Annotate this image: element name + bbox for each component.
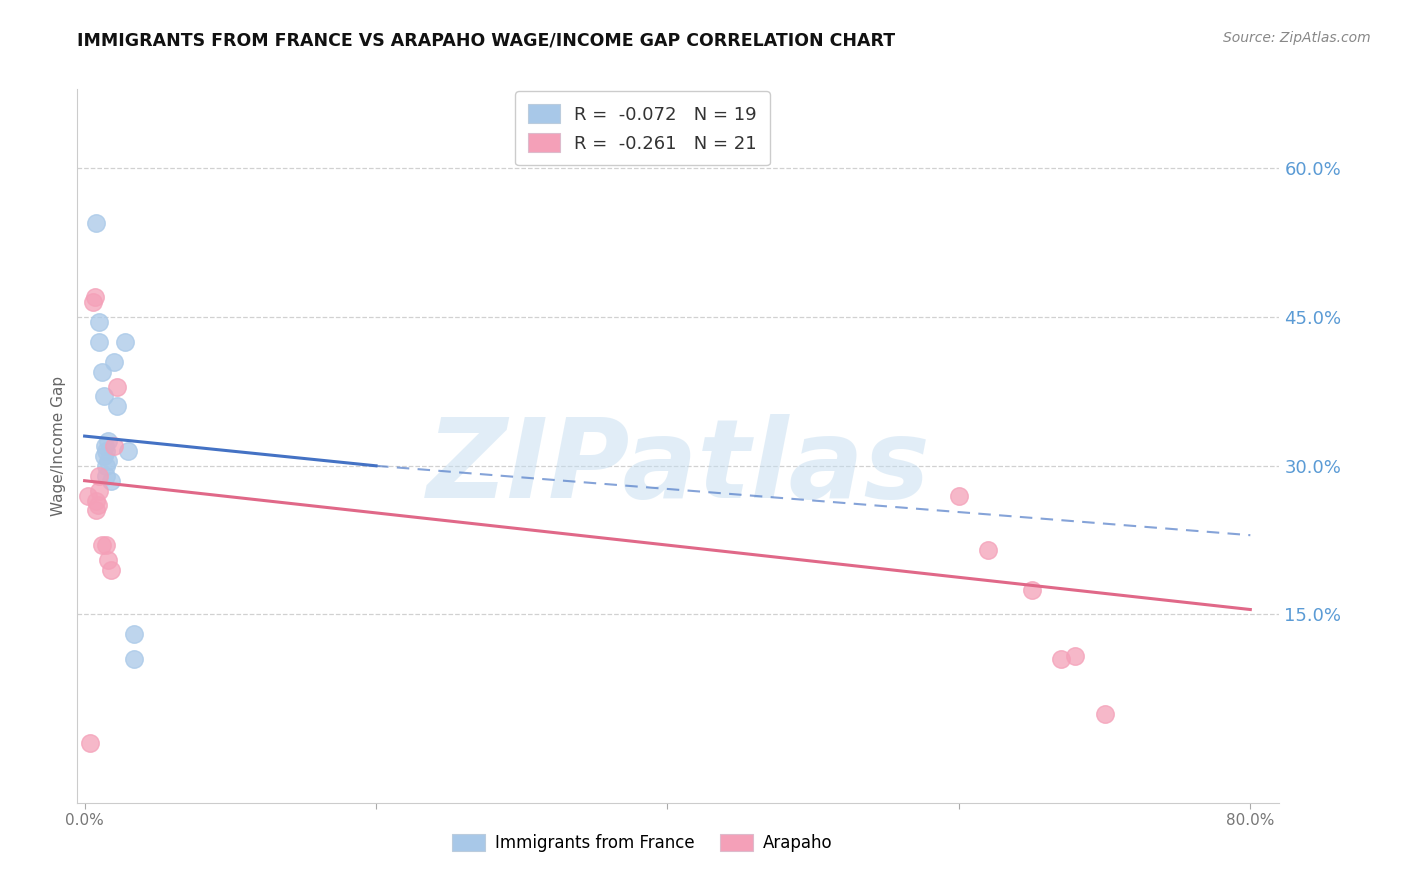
Point [103, 355, 125, 369]
Text: Source: ZipAtlas.com: Source: ZipAtlas.com [1223, 31, 1371, 45]
Point [89, 334, 111, 349]
Point [91, 365, 114, 379]
Point [84, 493, 107, 508]
Point [96, 444, 118, 458]
Point [117, 444, 139, 458]
Point [89, 483, 111, 498]
Point [93, 449, 115, 463]
Point [100, 474, 122, 488]
Point [79, 736, 101, 750]
Point [87, 499, 110, 513]
Point [122, 652, 145, 666]
Point [1064, 649, 1087, 664]
Point [948, 489, 970, 503]
Text: ZIPatlas: ZIPatlas [426, 414, 931, 521]
Point [97, 454, 120, 468]
Legend: Immigrants from France, Arapaho: Immigrants from France, Arapaho [446, 827, 839, 859]
Point [977, 543, 1000, 558]
Point [97, 553, 120, 567]
Point [103, 439, 125, 453]
Point [105, 379, 128, 393]
Point [1094, 706, 1116, 721]
Point [89, 468, 111, 483]
Point [105, 400, 128, 414]
Point [96, 458, 118, 473]
Point [76, 489, 98, 503]
Text: IMMIGRANTS FROM FRANCE VS ARAPAHO WAGE/INCOME GAP CORRELATION CHART: IMMIGRANTS FROM FRANCE VS ARAPAHO WAGE/I… [77, 31, 896, 49]
Point [122, 627, 145, 641]
Point [96, 538, 118, 552]
Point [1021, 582, 1043, 597]
Point [96, 468, 118, 483]
Point [1050, 652, 1073, 666]
Point [114, 334, 136, 349]
Point [97, 434, 120, 448]
Point [83, 290, 105, 304]
Point [89, 315, 111, 329]
Point [93, 389, 115, 403]
Point [94, 439, 117, 453]
Y-axis label: Wage/Income Gap: Wage/Income Gap [51, 376, 66, 516]
Point [91, 538, 114, 552]
Point [100, 563, 122, 577]
Point [84, 503, 107, 517]
Point [82, 295, 104, 310]
Point [84, 216, 107, 230]
